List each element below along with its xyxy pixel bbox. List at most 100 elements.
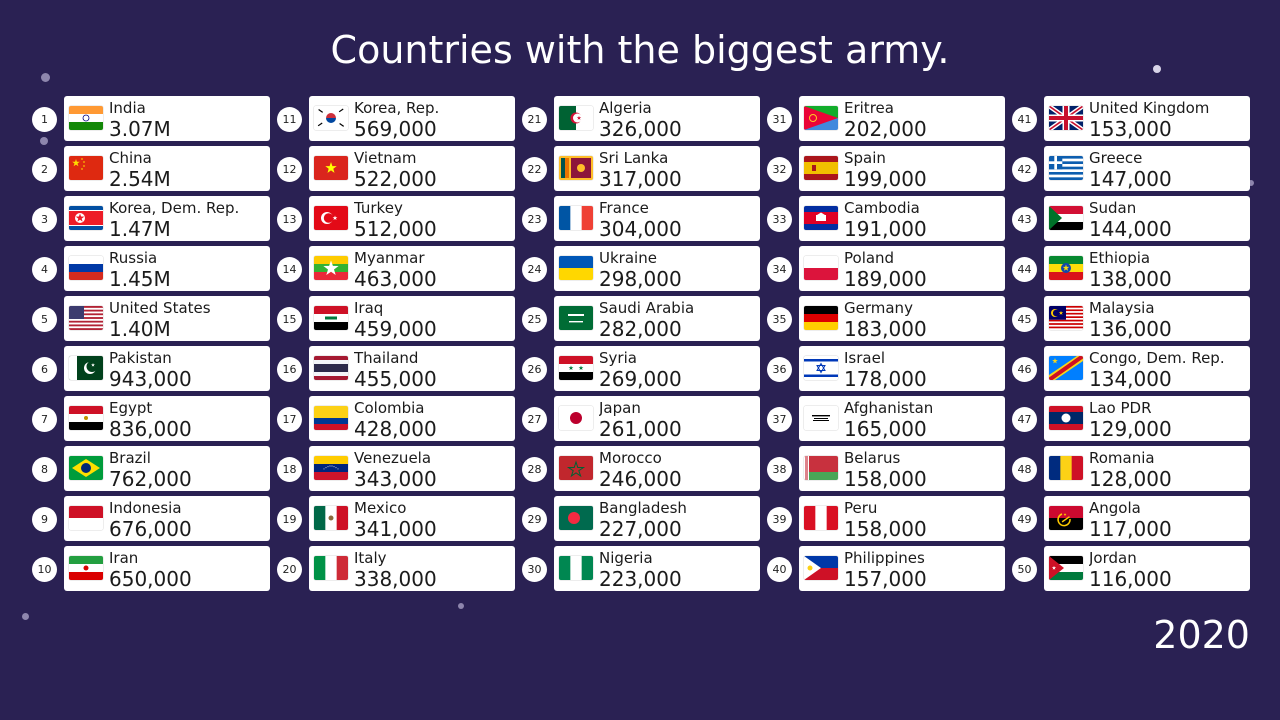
- fr-flag-icon: [559, 206, 593, 230]
- decorative-dot: [41, 73, 50, 82]
- country-name: Italy: [354, 549, 387, 567]
- army-size: 341,000: [354, 517, 437, 541]
- eg-flag-icon: [69, 406, 103, 430]
- rank-badge: 9: [32, 507, 57, 532]
- country-name: Spain: [844, 149, 886, 167]
- country-card: Pakistan 943,000: [64, 346, 270, 391]
- country-name: Eritrea: [844, 99, 894, 117]
- ranking-entry: 32 Spain 199,000: [765, 146, 1005, 191]
- ranking-entry: 45 Malaysia 136,000: [1010, 296, 1250, 341]
- country-card: Malaysia 136,000: [1044, 296, 1250, 341]
- country-name: Ethiopia: [1089, 249, 1151, 267]
- rank-badge: 35: [767, 307, 792, 332]
- army-size: 223,000: [599, 567, 682, 591]
- ranking-entry: 14 Myanmar 463,000: [275, 246, 515, 291]
- ranking-entry: 11 Korea, Rep. 569,000: [275, 96, 515, 141]
- rank-badge: 36: [767, 357, 792, 382]
- us-flag-icon: [69, 306, 103, 330]
- ranking-entry: 22 Sri Lanka 317,000: [520, 146, 760, 191]
- bd-flag-icon: [559, 506, 593, 530]
- country-card: Colombia 428,000: [309, 396, 515, 441]
- country-card: Cambodia 191,000: [799, 196, 1005, 241]
- country-name: Turkey: [354, 199, 403, 217]
- country-name: Colombia: [354, 399, 425, 417]
- army-size: 943,000: [109, 367, 192, 391]
- army-size: 136,000: [1089, 317, 1172, 341]
- rank-badge: 47: [1012, 407, 1037, 432]
- army-size: 512,000: [354, 217, 437, 241]
- army-size: 3.07M: [109, 117, 171, 141]
- country-card: Poland 189,000: [799, 246, 1005, 291]
- kr-flag-icon: [314, 106, 348, 130]
- de-flag-icon: [804, 306, 838, 330]
- ua-flag-icon: [559, 256, 593, 280]
- ranking-entry: 25 Saudi Arabia 282,000: [520, 296, 760, 341]
- country-name: Morocco: [599, 449, 662, 467]
- rank-badge: 19: [277, 507, 302, 532]
- country-card: Italy 338,000: [309, 546, 515, 591]
- il-flag-icon: [804, 356, 838, 380]
- army-size: 455,000: [354, 367, 437, 391]
- army-size: 298,000: [599, 267, 682, 291]
- rank-badge: 16: [277, 357, 302, 382]
- army-size: 134,000: [1089, 367, 1172, 391]
- rank-badge: 27: [522, 407, 547, 432]
- kh-flag-icon: [804, 206, 838, 230]
- rank-badge: 49: [1012, 507, 1037, 532]
- army-size: 304,000: [599, 217, 682, 241]
- country-name: United States: [109, 299, 211, 317]
- country-name: Cambodia: [844, 199, 920, 217]
- country-name: Egypt: [109, 399, 153, 417]
- country-card: Germany 183,000: [799, 296, 1005, 341]
- country-name: Israel: [844, 349, 885, 367]
- rank-badge: 25: [522, 307, 547, 332]
- it-flag-icon: [314, 556, 348, 580]
- country-name: Romania: [1089, 449, 1155, 467]
- br-flag-icon: [69, 456, 103, 480]
- army-size: 459,000: [354, 317, 437, 341]
- year-label: 2020: [1153, 613, 1250, 657]
- rank-badge: 15: [277, 307, 302, 332]
- country-card: United States 1.40M: [64, 296, 270, 341]
- army-size: 282,000: [599, 317, 682, 341]
- ranking-entry: 27 Japan 261,000: [520, 396, 760, 441]
- af-flag-icon: [804, 406, 838, 430]
- th-flag-icon: [314, 356, 348, 380]
- pe-flag-icon: [804, 506, 838, 530]
- army-size: 676,000: [109, 517, 192, 541]
- country-card: Sri Lanka 317,000: [554, 146, 760, 191]
- ranking-entry: 49 Angola 117,000: [1010, 496, 1250, 541]
- pl-flag-icon: [804, 256, 838, 280]
- country-card: Turkey 512,000: [309, 196, 515, 241]
- decorative-dot: [458, 603, 464, 609]
- pk-flag-icon: [69, 356, 103, 380]
- mm-flag-icon: [314, 256, 348, 280]
- country-name: Iran: [109, 549, 139, 567]
- rank-badge: 41: [1012, 107, 1037, 132]
- country-card: Korea, Dem. Rep. 1.47M: [64, 196, 270, 241]
- country-name: Algeria: [599, 99, 652, 117]
- army-size: 183,000: [844, 317, 927, 341]
- army-size: 261,000: [599, 417, 682, 441]
- country-card: Ethiopia 138,000: [1044, 246, 1250, 291]
- ranking-grid: 1 India 3.07M 2 China 2.54M 3 Korea, Dem. Rep. 1…: [30, 96, 1255, 596]
- army-size: 189,000: [844, 267, 927, 291]
- ranking-entry: 9 Indonesia 676,000: [30, 496, 270, 541]
- ranking-entry: 26 Syria 269,000: [520, 346, 760, 391]
- country-card: Vietnam 522,000: [309, 146, 515, 191]
- country-card: Lao PDR 129,000: [1044, 396, 1250, 441]
- rank-badge: 13: [277, 207, 302, 232]
- ranking-entry: 13 Turkey 512,000: [275, 196, 515, 241]
- page-title: Countries with the biggest army.: [330, 28, 950, 72]
- ranking-entry: 47 Lao PDR 129,000: [1010, 396, 1250, 441]
- la-flag-icon: [1049, 406, 1083, 430]
- lk-flag-icon: [559, 156, 593, 180]
- country-name: Philippines: [844, 549, 925, 567]
- tr-flag-icon: [314, 206, 348, 230]
- country-card: United Kingdom 153,000: [1044, 96, 1250, 141]
- ranking-entry: 5 United States 1.40M: [30, 296, 270, 341]
- army-size: 650,000: [109, 567, 192, 591]
- ranking-entry: 8 Brazil 762,000: [30, 446, 270, 491]
- ranking-entry: 17 Colombia 428,000: [275, 396, 515, 441]
- ir-flag-icon: [69, 556, 103, 580]
